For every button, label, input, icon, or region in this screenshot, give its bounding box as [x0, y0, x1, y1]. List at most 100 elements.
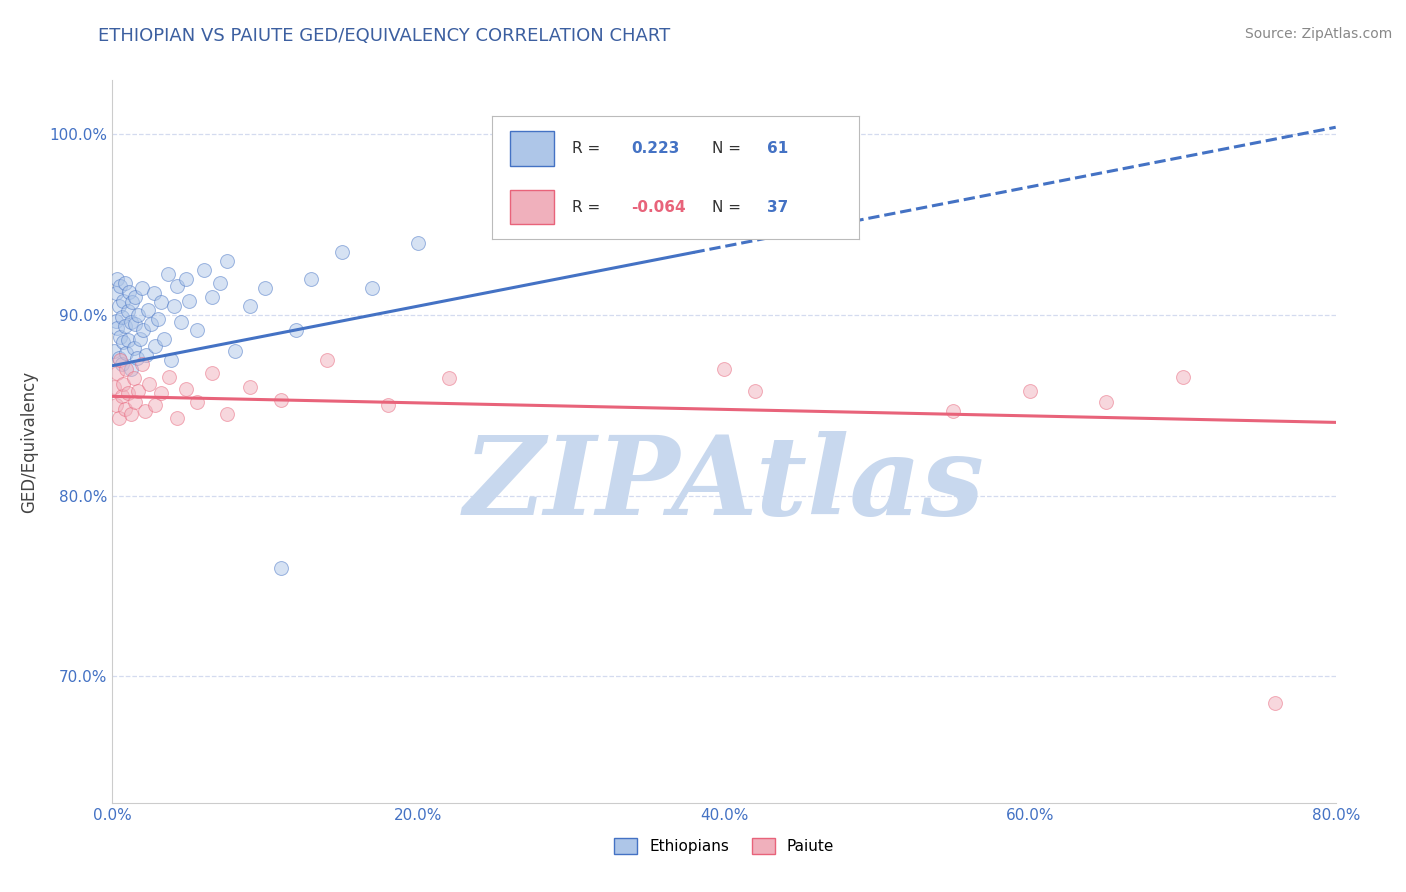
Point: [143, 398, 166, 412]
Point: [122, 341, 145, 355]
Point: [104, 398, 127, 412]
Point: [186, 322, 208, 336]
Point: [142, 286, 165, 301]
Point: [159, 353, 181, 368]
Point: [284, 322, 308, 336]
Point: [135, 348, 157, 362]
Text: ZIPAtlas: ZIPAtlas: [464, 431, 984, 539]
Point: [124, 317, 146, 331]
Point: [120, 362, 142, 376]
Point: [1018, 384, 1040, 398]
Point: [104, 286, 127, 301]
Point: [239, 380, 262, 394]
Point: [117, 385, 139, 400]
Point: [114, 318, 136, 333]
Point: [114, 276, 136, 290]
Point: [120, 408, 142, 422]
Y-axis label: GED/Equivalency: GED/Equivalency: [21, 370, 38, 513]
Point: [224, 344, 246, 359]
Point: [744, 384, 766, 398]
Point: [124, 290, 146, 304]
Point: [139, 317, 162, 331]
Point: [107, 299, 129, 313]
Point: [201, 290, 224, 304]
Point: [1171, 369, 1194, 384]
Point: [270, 392, 292, 407]
Point: [132, 322, 155, 336]
Point: [942, 404, 965, 418]
Point: [131, 357, 153, 371]
Point: [107, 351, 129, 366]
Point: [217, 253, 239, 268]
Point: [166, 279, 188, 293]
Point: [104, 313, 127, 327]
Point: [361, 281, 384, 295]
Point: [150, 385, 173, 400]
Point: [148, 311, 170, 326]
Point: [112, 335, 135, 350]
Point: [150, 295, 173, 310]
Point: [377, 398, 399, 412]
Point: [111, 310, 134, 324]
Point: [105, 366, 128, 380]
Point: [111, 389, 134, 403]
Point: [115, 362, 138, 376]
Point: [108, 279, 131, 293]
Point: [239, 299, 262, 313]
Point: [111, 357, 134, 371]
Point: [157, 369, 180, 384]
Point: [330, 244, 353, 259]
Point: [682, 218, 704, 232]
Point: [108, 353, 131, 368]
Point: [131, 281, 153, 295]
Point: [112, 376, 135, 391]
Point: [134, 404, 156, 418]
Point: [121, 295, 143, 310]
Point: [103, 380, 125, 394]
Point: [107, 411, 129, 425]
Point: [127, 384, 149, 398]
Point: [208, 276, 231, 290]
Point: [177, 293, 200, 308]
Point: [217, 408, 239, 422]
Point: [166, 411, 188, 425]
Point: [114, 402, 136, 417]
Point: [530, 209, 553, 223]
Point: [153, 332, 176, 346]
Legend: Ethiopians, Paiute: Ethiopians, Paiute: [607, 832, 841, 860]
Point: [127, 308, 149, 322]
Point: [270, 561, 292, 575]
Point: [437, 371, 460, 385]
Point: [125, 351, 148, 366]
Point: [108, 330, 131, 344]
Point: [136, 302, 159, 317]
Point: [1095, 394, 1118, 409]
Point: [117, 334, 139, 348]
Point: [143, 339, 166, 353]
Point: [170, 315, 193, 329]
Point: [115, 346, 138, 360]
Point: [138, 376, 160, 391]
Point: [193, 263, 215, 277]
Text: ETHIOPIAN VS PAIUTE GED/EQUIVALENCY CORRELATION CHART: ETHIOPIAN VS PAIUTE GED/EQUIVALENCY CORR…: [98, 27, 671, 45]
Point: [713, 362, 735, 376]
Point: [299, 272, 322, 286]
Point: [124, 394, 146, 409]
Point: [112, 293, 135, 308]
Text: Source: ZipAtlas.com: Source: ZipAtlas.com: [1244, 27, 1392, 41]
Point: [315, 353, 337, 368]
Point: [174, 382, 197, 396]
Point: [105, 272, 128, 286]
Point: [120, 315, 142, 329]
Point: [122, 371, 145, 385]
Point: [156, 267, 179, 281]
Point: [254, 281, 277, 295]
Point: [186, 394, 208, 409]
Point: [118, 285, 141, 299]
Point: [408, 235, 430, 250]
Point: [117, 304, 139, 318]
Point: [105, 320, 128, 334]
Point: [129, 332, 152, 346]
Point: [1264, 697, 1286, 711]
Point: [174, 272, 197, 286]
